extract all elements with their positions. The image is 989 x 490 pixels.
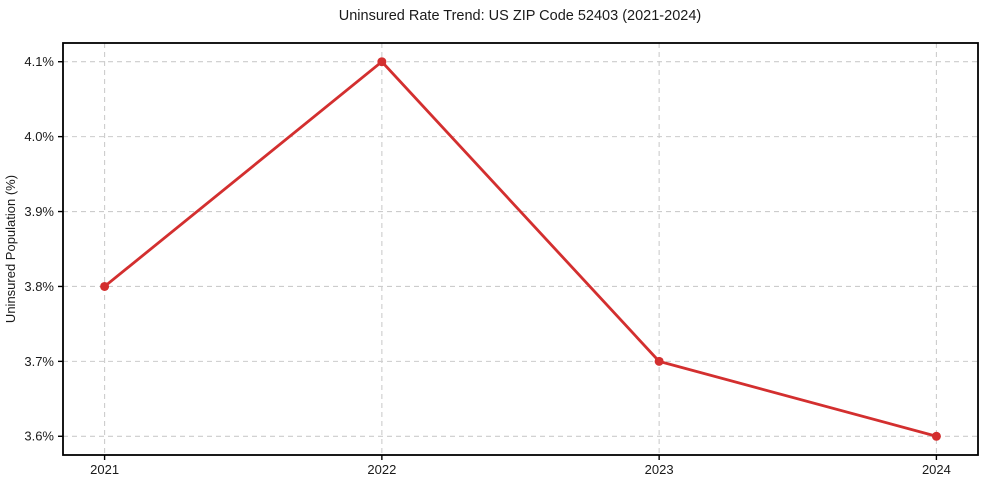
x-tick-label: 2022: [367, 462, 396, 477]
data-point-marker: [931, 431, 941, 441]
y-tick-label: 3.8%: [24, 279, 54, 294]
plot-border: [62, 42, 979, 456]
chart-title: Uninsured Rate Trend: US ZIP Code 52403 …: [339, 8, 701, 24]
x-tick-label: 2024: [922, 462, 951, 477]
trend-line: [103, 60, 938, 438]
y-tick-label: 4.0%: [24, 129, 54, 144]
y-axis-label: Uninsured Population (%): [3, 175, 18, 323]
x-tick-label: 2021: [90, 462, 119, 477]
y-tick-label: 3.6%: [24, 429, 54, 444]
x-tick-label: 2023: [645, 462, 674, 477]
plot-area: 3.6% 3.7% 3.8% 3.9% 4.0% 4.1% 2021 2022 2023 2024: [24, 42, 979, 477]
data-point-marker: [100, 281, 110, 291]
data-point-marker: [377, 57, 387, 67]
y-tick-label: 3.7%: [24, 354, 54, 369]
y-tick-label: 4.1%: [24, 54, 54, 69]
data-point-marker: [654, 356, 664, 366]
y-tick-label: 3.9%: [24, 204, 54, 219]
